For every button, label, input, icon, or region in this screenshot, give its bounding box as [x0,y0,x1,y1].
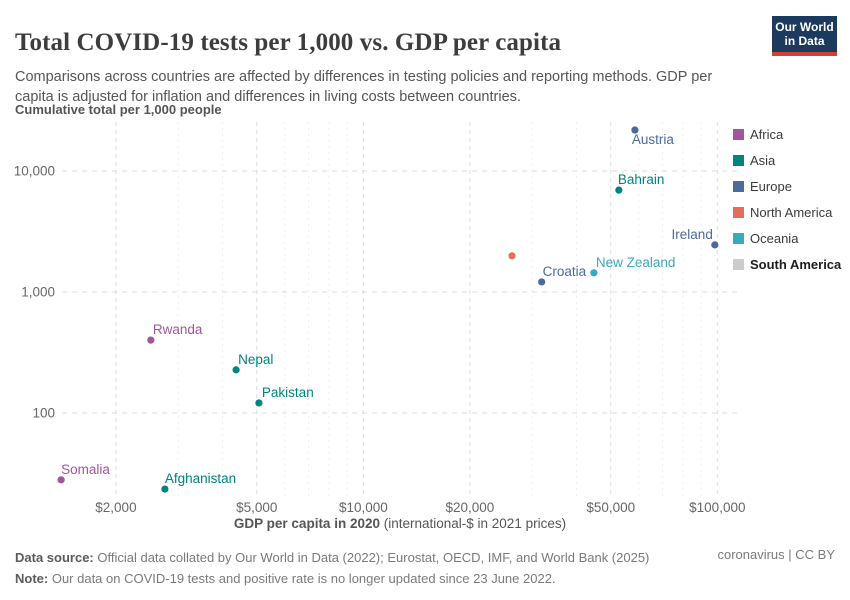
scatter-plot: $2,000 $5,000 $10,000 $20,000 $50,000 $100,00… [14,122,745,515]
legend-label: South America [750,257,842,272]
x-axis-title: GDP per capita in 2020 (international-$ … [60,516,740,531]
legend-item-europe[interactable]: Europe [733,179,841,194]
owid-logo[interactable]: Our World in Data [772,16,837,56]
data-point-rwanda[interactable] [147,336,155,344]
data-point-croatia[interactable] [538,278,546,286]
legend-swatch [733,259,744,270]
point-label-ireland: Ireland [672,227,713,242]
y-tick-label: 100 [32,405,55,420]
owid-logo-line2: in Data [784,34,825,49]
x-tick-label: $5,000 [236,500,277,515]
legend-swatch [733,129,744,140]
x-axis-title-units: (international-$ in 2021 prices) [379,516,567,531]
data-point-ireland[interactable] [711,241,719,249]
chart-subtitle: Comparisons across countries are affecte… [15,68,713,105]
note-label: Note: [15,571,49,587]
point-label-somalia: Somalia [61,462,110,477]
legend-label: Asia [750,153,776,168]
data-point-pakistan[interactable] [255,399,263,407]
legend-label: Oceania [750,231,799,246]
data-point-afghanistan[interactable] [161,485,169,493]
legend-label: Europe [750,179,792,194]
legend-swatch [733,181,744,192]
legend-item-asia[interactable]: Asia [733,153,841,168]
legend-item-north-america[interactable]: North America [733,205,841,220]
x-tick-label: $20,000 [445,500,494,515]
legend-item-africa[interactable]: Africa [733,127,841,142]
point-label-pakistan: Pakistan [262,385,314,400]
x-axis-title-main: GDP per capita in 2020 [233,516,380,531]
legend-swatch [733,155,744,166]
y-tick-label: 1,000 [21,284,55,299]
point-label-new-zealand: New Zealand [596,255,676,270]
data-point-unlabeled[interactable] [508,252,516,260]
legend: Africa Asia Europe North America Oceania Sout… [733,127,841,272]
y-tick-label: 10,000 [14,163,55,178]
y-axis-title: Cumulative total per 1,000 people [15,102,222,117]
legend-swatch [733,233,744,244]
data-point-austria[interactable] [631,126,639,134]
page-title: Total COVID-19 tests per 1,000 vs. GDP p… [15,28,562,56]
data-point-somalia[interactable] [57,476,65,484]
point-label-afghanistan: Afghanistan [165,471,236,486]
data-point-nepal[interactable] [232,366,240,374]
point-label-rwanda: Rwanda [153,322,203,337]
legend-label: Africa [750,127,784,142]
data-source-text: Official data collated by Our World in D… [93,550,650,565]
note-text: Our data on COVID-19 tests and positive … [48,571,556,587]
legend-item-oceania[interactable]: Oceania [733,231,841,246]
legend-item-south-america[interactable]: South America [733,257,841,272]
data-source-line: Data source: Official data collated by O… [15,547,835,568]
point-label-nepal: Nepal [238,352,273,367]
owid-logo-line1: Our World [775,20,834,34]
note-line: Note: Our data on COVID-19 tests and pos… [15,568,835,589]
chart-footer: Data source: Official data collated by O… [15,547,835,589]
point-label-bahrain: Bahrain [618,172,665,187]
legend-swatch [733,207,744,218]
data-point-new-zealand[interactable] [590,269,598,277]
x-tick-label: $100,000 [689,500,745,515]
x-tick-label: $50,000 [586,500,635,515]
footer-links[interactable]: coronavirus | CC BY [717,547,835,562]
x-tick-label: $2,000 [95,500,136,515]
data-source-label: Data source: [15,550,94,565]
data-point-bahrain[interactable] [615,186,623,194]
point-label-austria: Austria [632,132,675,147]
x-tick-label: $10,000 [339,500,388,515]
point-label-croatia: Croatia [543,264,587,279]
legend-label: North America [750,205,833,220]
